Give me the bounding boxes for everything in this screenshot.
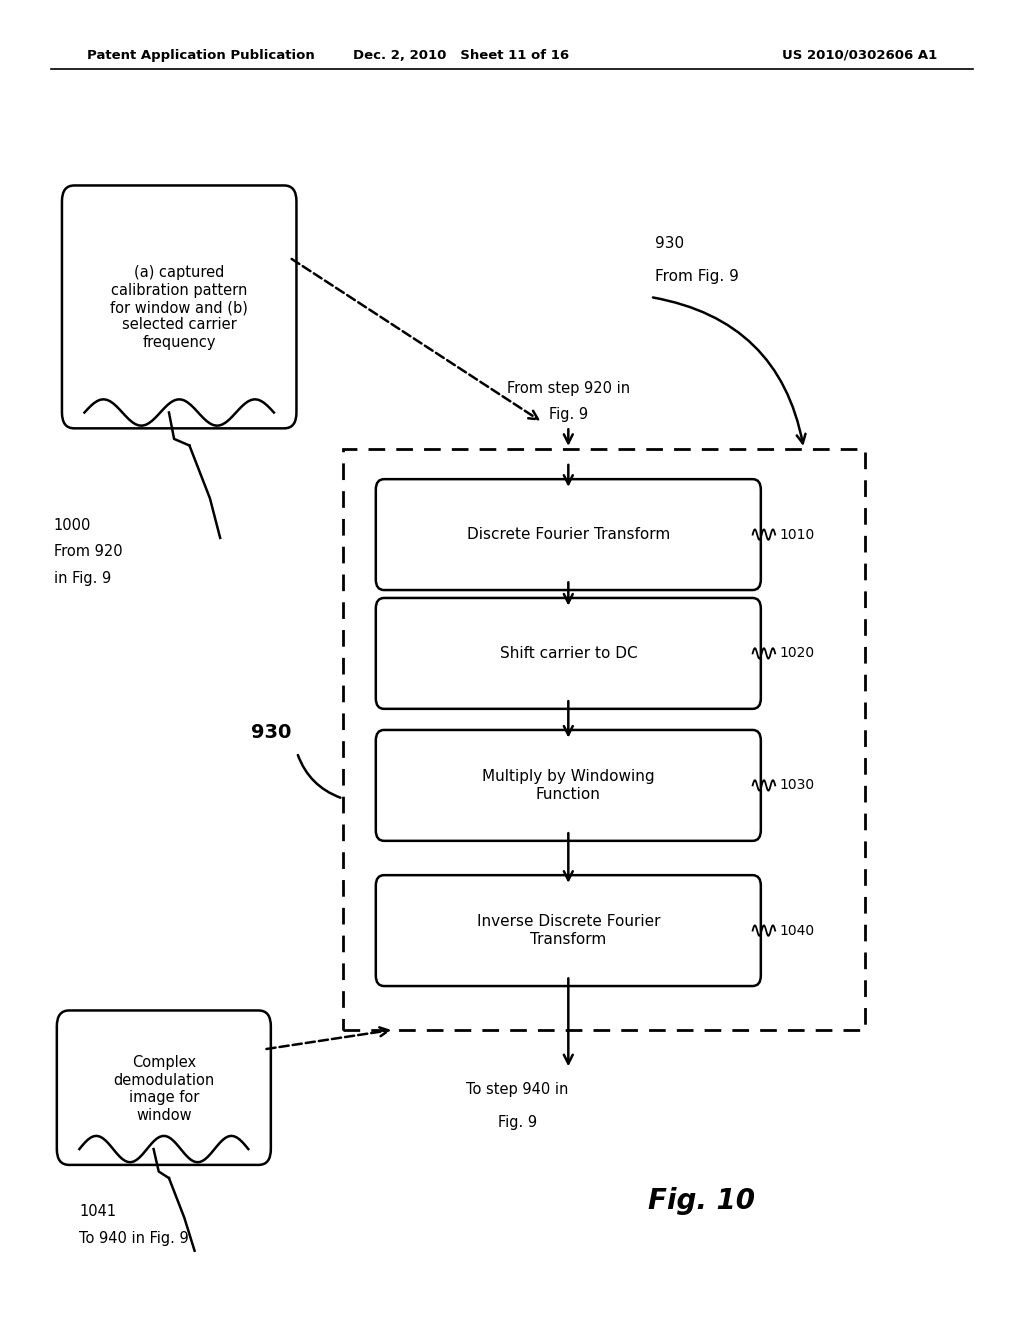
Text: Fig. 9: Fig. 9 xyxy=(498,1115,537,1130)
FancyBboxPatch shape xyxy=(57,1011,270,1164)
Text: To 940 in Fig. 9: To 940 in Fig. 9 xyxy=(80,1230,189,1246)
Text: (a) captured
calibration pattern
for window and (b)
selected carrier
frequency: (a) captured calibration pattern for win… xyxy=(111,265,248,350)
Text: Fig. 10: Fig. 10 xyxy=(648,1187,755,1216)
Text: Dec. 2, 2010   Sheet 11 of 16: Dec. 2, 2010 Sheet 11 of 16 xyxy=(352,49,569,62)
FancyBboxPatch shape xyxy=(376,875,761,986)
Text: Discrete Fourier Transform: Discrete Fourier Transform xyxy=(467,527,670,543)
Text: Complex
demodulation
image for
window: Complex demodulation image for window xyxy=(114,1056,214,1122)
Text: 930: 930 xyxy=(655,236,684,251)
Text: 1030: 1030 xyxy=(779,779,814,792)
Text: 1010: 1010 xyxy=(779,528,814,541)
Text: Patent Application Publication: Patent Application Publication xyxy=(87,49,314,62)
FancyBboxPatch shape xyxy=(376,730,761,841)
Text: 1020: 1020 xyxy=(779,647,814,660)
Text: From Fig. 9: From Fig. 9 xyxy=(655,269,739,284)
Text: 1000: 1000 xyxy=(53,519,91,533)
Text: in Fig. 9: in Fig. 9 xyxy=(53,570,111,586)
Text: Inverse Discrete Fourier
Transform: Inverse Discrete Fourier Transform xyxy=(476,915,660,946)
Text: US 2010/0302606 A1: US 2010/0302606 A1 xyxy=(781,49,937,62)
Text: 1040: 1040 xyxy=(779,924,814,937)
Text: Shift carrier to DC: Shift carrier to DC xyxy=(500,645,637,661)
Text: 1041: 1041 xyxy=(80,1204,117,1220)
Text: To step 940 in: To step 940 in xyxy=(466,1082,568,1097)
Bar xyxy=(343,449,865,1030)
FancyBboxPatch shape xyxy=(376,479,761,590)
FancyBboxPatch shape xyxy=(61,186,297,428)
Text: From 920: From 920 xyxy=(53,544,123,560)
Text: Multiply by Windowing
Function: Multiply by Windowing Function xyxy=(482,770,654,801)
FancyBboxPatch shape xyxy=(376,598,761,709)
Text: 930: 930 xyxy=(251,723,292,742)
Text: Fig. 9: Fig. 9 xyxy=(549,408,588,422)
Text: From step 920 in: From step 920 in xyxy=(507,381,630,396)
